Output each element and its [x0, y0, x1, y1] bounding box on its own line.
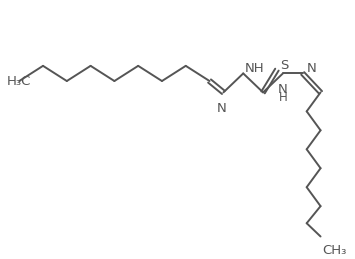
- Text: H: H: [279, 90, 287, 104]
- Text: N: N: [217, 102, 226, 115]
- Text: NH: NH: [245, 62, 265, 75]
- Text: N: N: [307, 62, 316, 75]
- Text: H₃C: H₃C: [6, 75, 31, 89]
- Text: CH₃: CH₃: [323, 244, 347, 257]
- Text: N: N: [278, 83, 288, 96]
- Text: S: S: [280, 59, 288, 72]
